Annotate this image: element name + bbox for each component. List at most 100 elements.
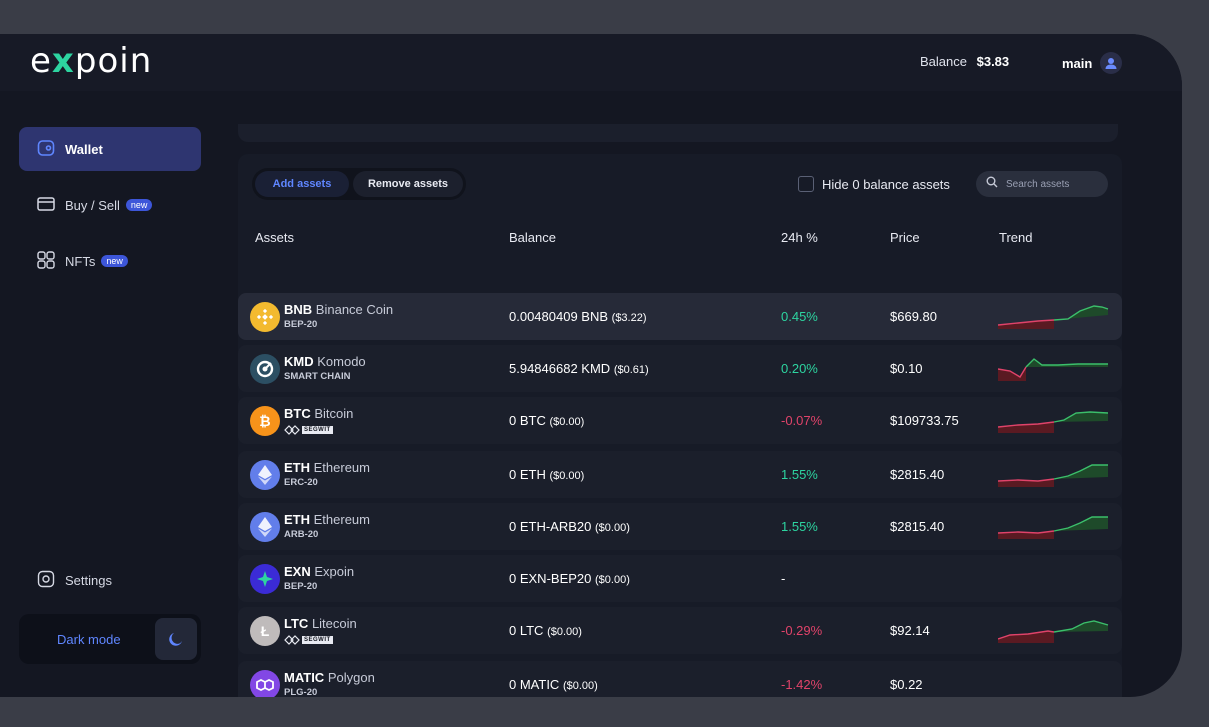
asset-balance: 0 BTC ($0.00) <box>509 413 585 428</box>
asset-change: 0.20% <box>781 361 818 376</box>
search-icon <box>986 175 998 193</box>
table-row[interactable]: EXN Expoin BEP-20 0 EXN-BEP20 ($0.00) - <box>238 555 1122 602</box>
asset-price: $669.80 <box>890 309 937 324</box>
app-window: expoin Balance $3.83 main Wallet Buy / S… <box>0 34 1182 697</box>
header-price[interactable]: Price <box>890 230 920 245</box>
asset-price: $109733.75 <box>890 413 959 428</box>
hide-zero-label: Hide 0 balance assets <box>822 176 950 192</box>
asset-change: - <box>781 571 786 586</box>
asset-name: ETH Ethereum <box>284 512 370 527</box>
trend-sparkline <box>998 358 1108 381</box>
table-header: Assets Balance 24h % Price Trend <box>238 230 1122 250</box>
hide-zero-checkbox[interactable] <box>798 176 814 192</box>
asset-change: 1.55% <box>781 467 818 482</box>
sidebar-item-buy-sell[interactable]: Buy / Sell new <box>19 183 201 227</box>
asset-network: ARB-20 <box>284 529 319 540</box>
trend-sparkline <box>998 620 1109 643</box>
new-badge: new <box>125 199 153 211</box>
account-menu[interactable]: main <box>1062 52 1123 74</box>
asset-change: 1.55% <box>781 519 818 534</box>
table-row[interactable]: KMD Komodo SMART CHAIN 5.94846682 KMD ($… <box>238 345 1122 392</box>
top-bar: expoin Balance $3.83 main <box>0 34 1182 91</box>
user-avatar-icon[interactable] <box>1100 52 1123 74</box>
asset-balance: 0.00480409 BNB ($3.22) <box>509 309 647 324</box>
asset-balance: 0 ETH ($0.00) <box>509 467 585 482</box>
header-balance: Balance $3.83 <box>920 54 1009 69</box>
asset-name: EXN Expoin <box>284 564 355 579</box>
settings-icon <box>37 570 55 591</box>
table-row[interactable]: ₿ BTC Bitcoin SEGWIT 0 BTC ($0.00) -0.07… <box>238 397 1122 444</box>
trend-sparkline <box>998 464 1108 487</box>
asset-change: 0.45% <box>781 309 818 324</box>
asset-network: ERC-20 <box>284 477 318 488</box>
asset-name: LTC Litecoin <box>284 616 357 631</box>
asset-price: $92.14 <box>890 623 930 638</box>
asset-balance: 5.94846682 KMD ($0.61) <box>509 361 649 376</box>
asset-name: ETH Ethereum <box>284 460 370 475</box>
search-input[interactable] <box>1006 178 1096 190</box>
segwit-badge: SEGWIT <box>284 425 333 435</box>
trend-sparkline <box>998 305 1109 329</box>
add-assets-button[interactable]: Add assets <box>255 171 349 197</box>
header-trend: Trend <box>999 230 1033 245</box>
asset-network: PLG-20 <box>284 687 318 697</box>
trend-sparkline <box>998 411 1109 433</box>
sidebar-item-label: Wallet <box>65 141 103 157</box>
remove-assets-button[interactable]: Remove assets <box>353 171 463 197</box>
table-row[interactable]: BNB Binance Coin BEP-20 0.00480409 BNB (… <box>238 293 1122 340</box>
sidebar-item-label: Buy / Sell <box>65 197 120 213</box>
trend-sparkline <box>998 516 1108 539</box>
asset-balance: 0 MATIC ($0.00) <box>509 677 598 692</box>
asset-network: BEP-20 <box>284 581 318 592</box>
wallet-icon <box>37 139 55 160</box>
header-assets[interactable]: Assets <box>255 230 295 245</box>
sidebar-item-label: Settings <box>65 572 112 588</box>
asset-price: $0.10 <box>890 361 923 376</box>
asset-balance: 0 LTC ($0.00) <box>509 623 582 638</box>
card-icon <box>37 195 55 216</box>
account-name: main <box>1062 55 1093 71</box>
asset-balance: 0 EXN-BEP20 ($0.00) <box>509 571 630 586</box>
kmd-coin-icon <box>250 354 280 384</box>
ltc-coin-icon: Ł <box>250 616 280 646</box>
search-box[interactable] <box>976 171 1108 197</box>
segwit-badge: SEGWIT <box>284 635 333 645</box>
header-change[interactable]: 24h % <box>781 230 818 245</box>
asset-price: $0.22 <box>890 677 923 692</box>
header-balance[interactable]: Balance <box>509 230 556 245</box>
sidebar-item-wallet[interactable]: Wallet <box>19 127 201 171</box>
hide-zero-balance-toggle[interactable]: Hide 0 balance assets <box>798 176 950 192</box>
asset-name: KMD Komodo <box>284 354 366 369</box>
asset-balance: 0 ETH-ARB20 ($0.00) <box>509 519 630 534</box>
expoin-logo[interactable]: expoin <box>30 41 153 81</box>
asset-network: BEP-20 <box>284 319 318 330</box>
eth-coin-icon <box>250 512 280 542</box>
sidebar-item-nfts[interactable]: NFTs new <box>19 239 201 283</box>
asset-name: BTC Bitcoin <box>284 406 354 421</box>
bnb-coin-icon <box>250 302 280 332</box>
table-row[interactable]: MATIC Polygon PLG-20 0 MATIC ($0.00) -1.… <box>238 661 1122 697</box>
sidebar-item-settings[interactable]: Settings <box>19 558 201 602</box>
matic-coin-icon <box>250 670 280 697</box>
asset-change: -0.29% <box>781 623 823 638</box>
sidebar-item-label: NFTs <box>65 253 96 269</box>
asset-name: MATIC Polygon <box>284 670 375 685</box>
asset-change: -0.07% <box>781 413 823 428</box>
eth-coin-icon <box>250 460 280 490</box>
asset-name: BNB Binance Coin <box>284 302 394 317</box>
btc-coin-icon: ₿ <box>250 406 280 436</box>
new-badge: new <box>101 255 128 267</box>
dark-mode-toggle[interactable]: Dark mode <box>19 614 201 664</box>
balance-value: $3.83 <box>976 54 1010 69</box>
table-row[interactable]: ETH Ethereum ARB-20 0 ETH-ARB20 ($0.00) … <box>238 503 1122 550</box>
table-row[interactable]: ETH Ethereum ERC-20 0 ETH ($0.00) 1.55% … <box>238 451 1122 498</box>
moon-icon[interactable] <box>155 618 197 660</box>
table-row[interactable]: Ł LTC Litecoin SEGWIT 0 LTC ($0.00) -0.2… <box>238 607 1122 654</box>
asset-change: -1.42% <box>781 677 823 692</box>
asset-price: $2815.40 <box>890 467 945 482</box>
asset-network: SMART CHAIN <box>284 371 351 382</box>
assets-panel: Add assets Remove assets Hide 0 balance … <box>238 154 1122 697</box>
asset-action-segment: Add assets Remove assets <box>252 168 466 200</box>
balance-label: Balance <box>920 54 967 69</box>
dark-mode-label: Dark mode <box>57 631 121 647</box>
